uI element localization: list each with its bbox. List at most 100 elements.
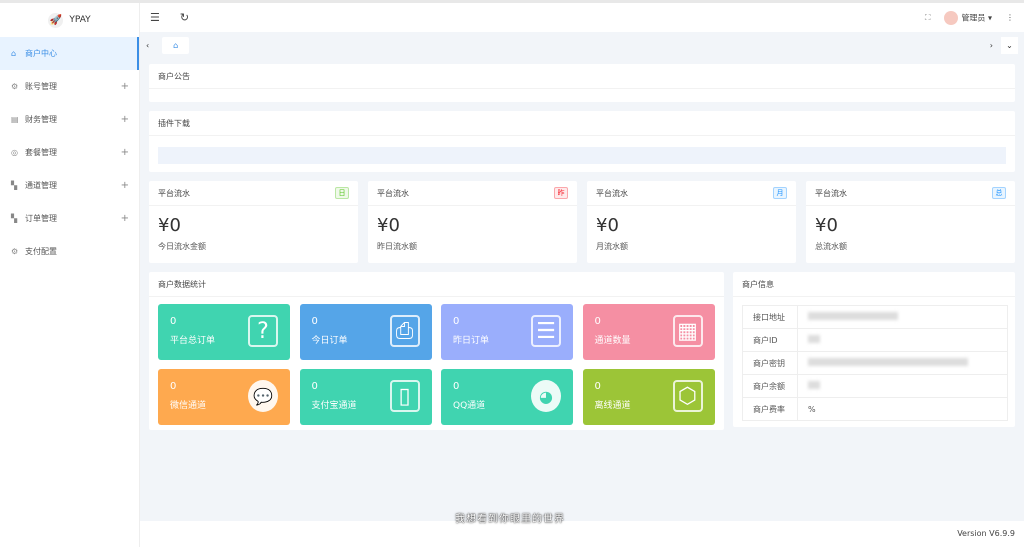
tile-label: 支付宝通道	[311, 401, 357, 411]
calendar-icon: ▦	[672, 315, 703, 347]
merchant-info-table: 接口地址 商户ID 商户密钥 商户余额 商户费率%	[742, 305, 1008, 421]
stat-title: 平台流水	[149, 181, 358, 206]
sidebar-item-label: 商户中心	[25, 49, 57, 58]
tile-label: 离线通道	[594, 401, 631, 411]
top-border	[0, 0, 1024, 3]
info-row: 商户ID	[742, 328, 1008, 352]
stat-value: ¥0	[158, 215, 181, 236]
stat-tile[interactable]: 0 离线通道 ⬡	[582, 369, 715, 425]
tab-bar: ‹ ⌂ › ⌄	[140, 33, 1024, 57]
tab-scroll-right-icon[interactable]: ›	[989, 40, 993, 50]
gear-icon: ⚙	[11, 82, 19, 91]
info-value	[797, 328, 1008, 352]
sidebar-item-label: 账号管理	[25, 82, 57, 91]
tile-value: 0	[594, 381, 601, 392]
stat-value: ¥0	[377, 215, 400, 236]
tile-label: 微信通道	[170, 401, 207, 411]
sidebar-item-2[interactable]: ▤ 财务管理 +	[0, 103, 139, 136]
tile-value: 0	[594, 316, 601, 327]
tile-label: 今日订单	[311, 336, 348, 346]
plugin-list	[158, 147, 1006, 164]
notice-panel: 商户公告	[149, 64, 1015, 102]
collapse-menu-icon[interactable]: ☰	[150, 11, 160, 24]
sidebar-item-5[interactable]: ▚ 订单管理 +	[0, 202, 139, 235]
logo[interactable]: 🚀 YPAY	[0, 3, 139, 37]
home-icon: ⌂	[11, 49, 17, 58]
stat-label: 昨日流水额	[377, 242, 417, 251]
expand-plus-icon: +	[120, 114, 129, 125]
merchant-stats-title: 商户数据统计	[149, 272, 724, 297]
tile-value: 0	[311, 381, 318, 392]
stat-card: 平台流水昨 ¥0 昨日流水额	[368, 181, 577, 263]
version-text: Version V6.9.9	[957, 529, 1015, 538]
plugin-title: 插件下载	[149, 111, 1015, 136]
info-value	[797, 351, 1008, 375]
stat-tile[interactable]: 0 微信通道 💬	[158, 369, 290, 425]
merchant-info-panel: 商户信息 接口地址 商户ID 商户密钥 商户余额 商户费率%	[733, 272, 1015, 427]
mobile-icon: ▯	[389, 380, 420, 412]
info-row: 商户密钥	[742, 351, 1008, 375]
footer: Version V6.9.9	[140, 521, 1024, 547]
tile-label: QQ通道	[453, 401, 486, 411]
sidebar-item-label: 套餐管理	[25, 148, 57, 157]
sidebar-item-0[interactable]: ⌂ 商户中心	[0, 37, 139, 70]
stat-tile[interactable]: 0 平台总订单?	[158, 304, 290, 360]
grid-icon: ▚	[11, 214, 18, 223]
stat-value: ¥0	[815, 215, 838, 236]
refresh-icon[interactable]: ↻	[179, 11, 190, 24]
stat-tile[interactable]: 0 今日订单 ⎙	[299, 304, 432, 360]
document-list-icon: ☰	[531, 315, 561, 347]
tile-value: 0	[453, 316, 460, 327]
tab-home[interactable]: ⌂	[162, 36, 190, 54]
watermark-text: 我想看到你眼里的世界	[455, 514, 565, 525]
stat-tile[interactable]: 0 QQ通道 ◕	[441, 369, 573, 425]
stat-tile[interactable]: 0 昨日订单 ☰	[441, 304, 573, 360]
sidebar-item-label: 通道管理	[25, 181, 57, 190]
stat-title: 平台流水	[587, 181, 796, 206]
stat-tile[interactable]: 0 支付宝通道 ▯	[299, 369, 432, 425]
info-key: 商户费率	[742, 397, 798, 421]
finance-icon: ▤	[11, 115, 19, 124]
info-value	[797, 374, 1008, 398]
stat-badge: 昨	[554, 187, 568, 199]
plugin-panel: 插件下载	[149, 111, 1015, 172]
stat-badge: 总	[992, 187, 1006, 199]
tile-label: 昨日订单	[453, 336, 490, 346]
stat-value: ¥0	[596, 215, 619, 236]
expand-plus-icon: +	[120, 81, 129, 92]
tile-value: 0	[453, 381, 460, 392]
sidebar-item-label: 订单管理	[25, 214, 57, 223]
merchant-info-title: 商户信息	[733, 272, 1015, 297]
qq-penguin-icon: ◕	[531, 380, 561, 412]
rocket-icon: 🚀	[48, 12, 64, 28]
package-icon: ◎	[11, 148, 18, 157]
sidebar-item-1[interactable]: ⚙ 账号管理 +	[0, 70, 139, 103]
gear-icon: ⚙	[11, 247, 19, 256]
header: ☰ ↻ ⛶ 管理员 ▾ ⋮	[140, 3, 1024, 32]
info-value	[797, 305, 1008, 329]
sidebar-item-4[interactable]: ▚ 通道管理 +	[0, 169, 139, 202]
info-key: 商户密钥	[742, 351, 798, 375]
tab-dropdown-icon[interactable]: ⌄	[1001, 36, 1018, 54]
info-key: 接口地址	[742, 305, 798, 329]
sidebar-item-6[interactable]: ⚙ 支付配置	[0, 235, 139, 268]
tab-scroll-left-icon[interactable]: ‹	[146, 40, 150, 50]
stat-card: 平台流水总 ¥0 总流水额	[806, 181, 1015, 263]
stat-label: 总流水额	[815, 242, 847, 251]
tile-value: 0	[311, 316, 318, 327]
stat-badge: 日	[335, 187, 349, 199]
question-doc-icon: ?	[248, 315, 278, 347]
avatar	[944, 10, 959, 25]
cube-icon: ⬡	[672, 380, 703, 412]
expand-plus-icon: +	[120, 180, 129, 191]
tile-label: 通道数量	[594, 336, 631, 346]
stat-tile[interactable]: 0 通道数量 ▦	[582, 304, 715, 360]
stat-card: 平台流水月 ¥0 月流水额	[587, 181, 796, 263]
sidebar-item-3[interactable]: ◎ 套餐管理 +	[0, 136, 139, 169]
tile-value: 0	[170, 381, 177, 392]
more-icon[interactable]: ⋮	[1006, 13, 1014, 22]
fullscreen-icon[interactable]: ⛶	[924, 12, 931, 22]
stat-card: 平台流水日 ¥0 今日流水金额	[149, 181, 358, 263]
user-menu[interactable]: 管理员 ▾	[944, 10, 992, 25]
stat-badge: 月	[773, 187, 787, 199]
